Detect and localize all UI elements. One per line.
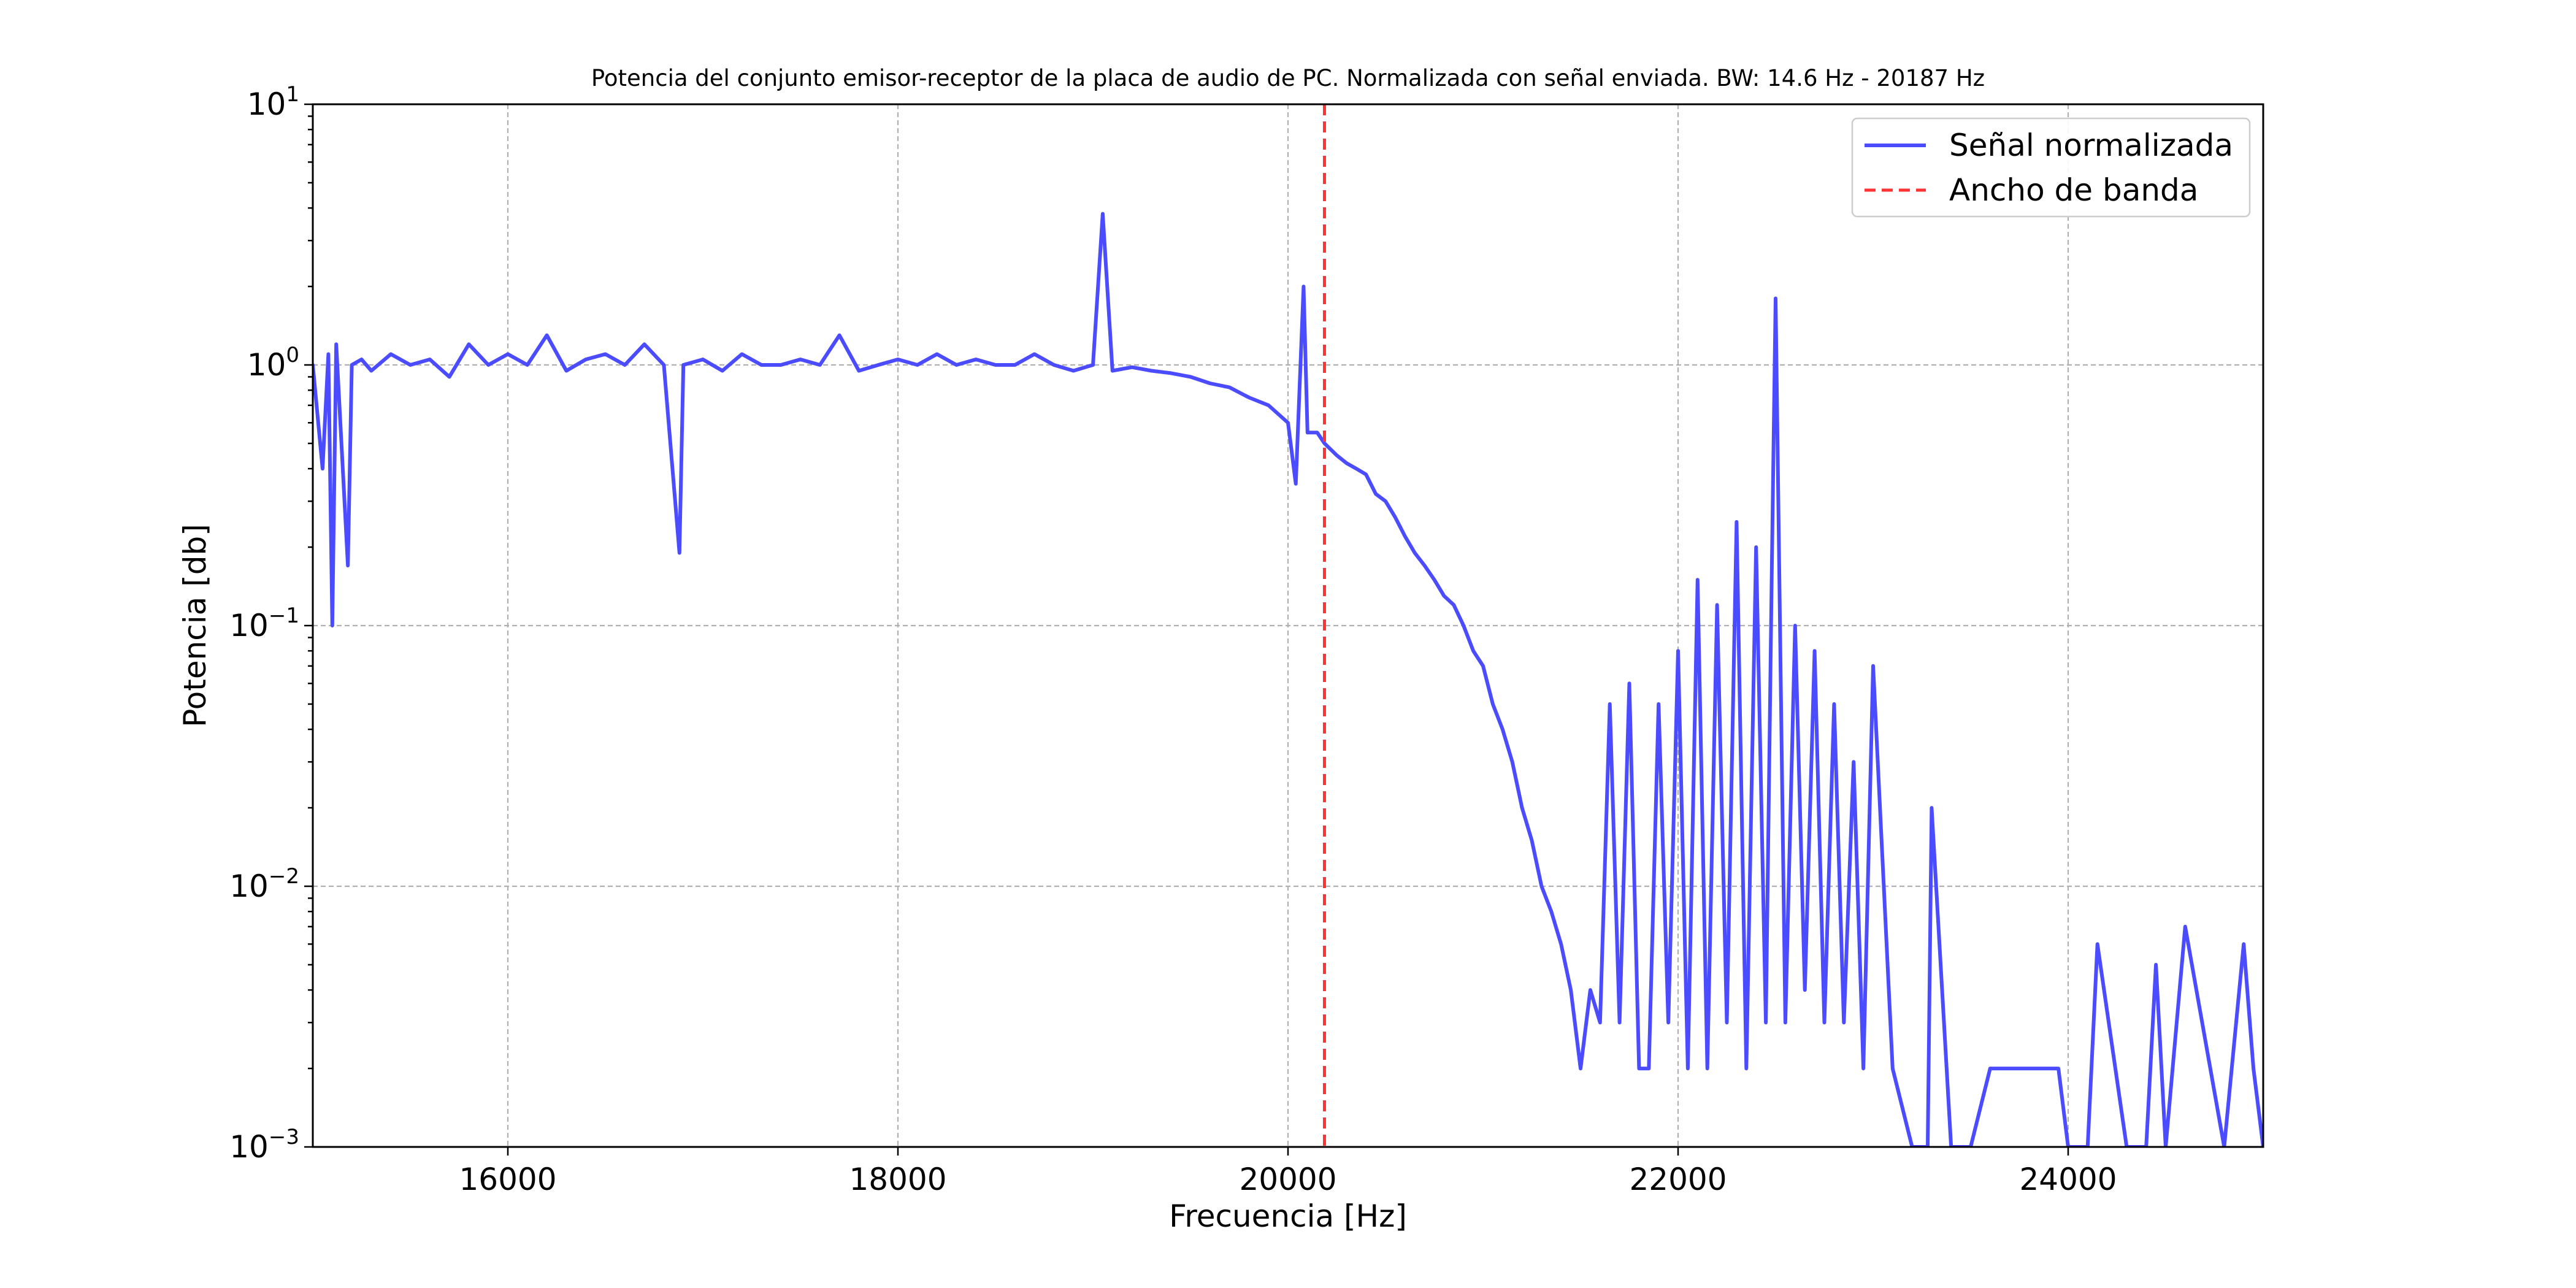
- x-tick-label: 22000: [1629, 1162, 1727, 1197]
- y-tick-label: 10−3: [229, 1125, 299, 1165]
- x-tick-label: 16000: [459, 1162, 556, 1197]
- legend-box: [1851, 117, 2251, 218]
- series-line-senal-normalizada: [313, 212, 2263, 1147]
- y-tick-label: 101: [247, 82, 299, 122]
- x-tick-label: 20000: [1239, 1162, 1336, 1197]
- y-axis-label: Potencia [db]: [177, 524, 213, 727]
- y-tick-label: 100: [247, 343, 299, 383]
- plot-series: [313, 104, 2263, 1147]
- chart-title: Potencia del conjunto emisor-receptor de…: [591, 65, 1985, 91]
- y-tick-label: 10−1: [229, 604, 299, 643]
- legend: Señal normalizada Ancho de banda: [1851, 117, 2251, 218]
- x-tick-label: 18000: [849, 1162, 946, 1197]
- legend-label-senal-normalizada: Señal normalizada: [1949, 128, 2233, 163]
- x-axis-ticks: 16000 18000 20000 22000 24000: [459, 1147, 2117, 1197]
- x-axis-label: Frecuencia [Hz]: [1169, 1198, 1407, 1234]
- y-tick-label: 10−2: [229, 864, 299, 904]
- x-tick-label: 24000: [2019, 1162, 2117, 1197]
- legend-label-ancho-de-banda: Ancho de banda: [1949, 172, 2198, 208]
- y-axis-ticks: 10−3 10−2 10−1 100 101: [229, 82, 313, 1165]
